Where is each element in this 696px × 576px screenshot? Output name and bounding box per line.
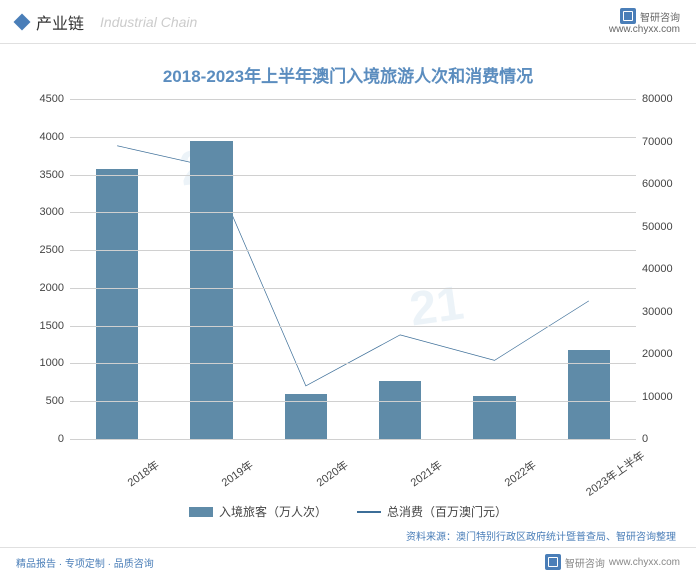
x-tick-label: 2020年 [313, 457, 351, 490]
grid-line [70, 363, 636, 364]
y-left-tick: 0 [58, 433, 70, 445]
bar-slot [259, 99, 353, 439]
y-right-tick: 20000 [636, 348, 673, 360]
diamond-icon [14, 13, 31, 30]
grid-line [70, 137, 636, 138]
header: 产业链 Industrial Chain 智研咨询 www.chyxx.com [0, 0, 696, 44]
grid-line [70, 401, 636, 402]
footer-url: www.chyxx.com [609, 557, 680, 568]
y-right-tick: 50000 [636, 221, 673, 233]
x-tick: 2018年 [87, 439, 178, 513]
y-left-tick: 3500 [40, 169, 70, 181]
bar [379, 381, 421, 439]
bar [96, 169, 138, 439]
y-right-tick: 10000 [636, 391, 673, 403]
x-tick-label: 2018年 [124, 457, 162, 490]
y-left-tick: 500 [46, 395, 70, 407]
grid-line [70, 212, 636, 213]
header-subtitle: Industrial Chain [100, 14, 197, 30]
header-left: 产业链 Industrial Chain [16, 10, 197, 34]
x-tick-label: 2023年上半年 [582, 447, 647, 499]
legend-bar-label: 入境旅客（万人次） [219, 503, 327, 520]
brand-url: www.chyxx.com [609, 24, 680, 35]
x-tick: 2019年 [181, 439, 272, 513]
plot-area: 21 21 0500100015002000250030003500400045… [70, 99, 636, 439]
bar-slot [542, 99, 636, 439]
grid-line [70, 99, 636, 100]
grid-line [70, 326, 636, 327]
bar-slot [164, 99, 258, 439]
brand-text: 智研咨询 [640, 9, 680, 24]
logo-icon [620, 8, 636, 24]
y-right-tick: 40000 [636, 263, 673, 275]
x-tick-label: 2022年 [501, 457, 539, 490]
y-left-tick: 4500 [40, 93, 70, 105]
y-right-tick: 80000 [636, 93, 673, 105]
y-right-tick: 60000 [636, 178, 673, 190]
y-right-tick: 70000 [636, 136, 673, 148]
x-tick: 2021年 [370, 439, 461, 513]
footer-left: 精品报告 · 专项定制 · 品质咨询 [16, 555, 154, 570]
brand-logo: 智研咨询 [620, 8, 680, 24]
y-left-tick: 2500 [40, 244, 70, 256]
footer-logo-icon [545, 554, 561, 570]
x-tick: 2022年 [464, 439, 555, 513]
source-text: 资料来源：澳门特别行政区政府统计暨普查局、智研咨询整理 [0, 524, 696, 547]
x-tick-label: 2021年 [407, 457, 445, 490]
bar-slot [447, 99, 541, 439]
grid-line [70, 250, 636, 251]
bars-container [70, 99, 636, 439]
x-axis-labels: 2018年2019年2020年2021年2022年2023年上半年 [70, 439, 636, 463]
header-right: 智研咨询 www.chyxx.com [609, 8, 680, 35]
footer-brand: 智研咨询 [565, 555, 605, 570]
x-tick-label: 2019年 [218, 457, 256, 490]
y-left-tick: 4000 [40, 131, 70, 143]
y-left-tick: 1500 [40, 320, 70, 332]
y-left-tick: 3000 [40, 206, 70, 218]
y-left-tick: 1000 [40, 357, 70, 369]
bar [190, 141, 232, 439]
grid-line [70, 288, 636, 289]
bar-slot [353, 99, 447, 439]
chart-container: 2018-2023年上半年澳门入境旅游人次和消费情况 21 21 0500100… [0, 44, 696, 524]
header-title: 产业链 [36, 10, 84, 34]
legend-line-swatch [357, 511, 381, 513]
x-tick: 2023年上半年 [559, 439, 650, 513]
bar-slot [70, 99, 164, 439]
x-tick: 2020年 [276, 439, 367, 513]
legend-bar-item: 入境旅客（万人次） [189, 503, 327, 520]
chart-title: 2018-2023年上半年澳门入境旅游人次和消费情况 [20, 62, 676, 87]
bar [473, 396, 515, 439]
footer-right: 智研咨询 www.chyxx.com [545, 554, 680, 570]
grid-line [70, 175, 636, 176]
y-right-tick: 30000 [636, 306, 673, 318]
legend-line-label: 总消费（百万澳门元） [387, 503, 507, 520]
y-left-tick: 2000 [40, 282, 70, 294]
